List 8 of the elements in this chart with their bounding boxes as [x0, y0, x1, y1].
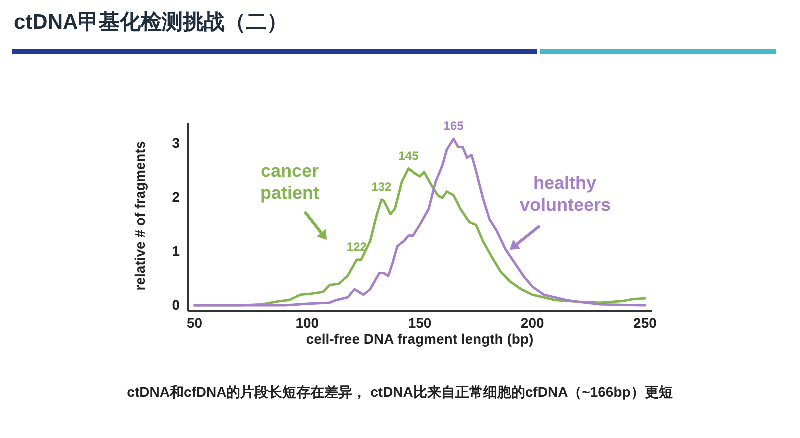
annotation: 122: [346, 240, 368, 254]
annotation: 132: [370, 180, 393, 194]
annotation: 145: [398, 148, 420, 163]
title: ctDNA甲基化检测挑战（二）: [14, 10, 288, 36]
ylabel: relative # of fragments: [132, 140, 148, 293]
annotation: 165: [442, 119, 465, 134]
annotation: ctDNA和cfDNA的片段长短存在差异， ctDNA比来自正常细胞的cfDNA（~166bp）更短: [126, 384, 674, 402]
xlabel: cell-free DNA fragment length (bp): [305, 331, 535, 347]
